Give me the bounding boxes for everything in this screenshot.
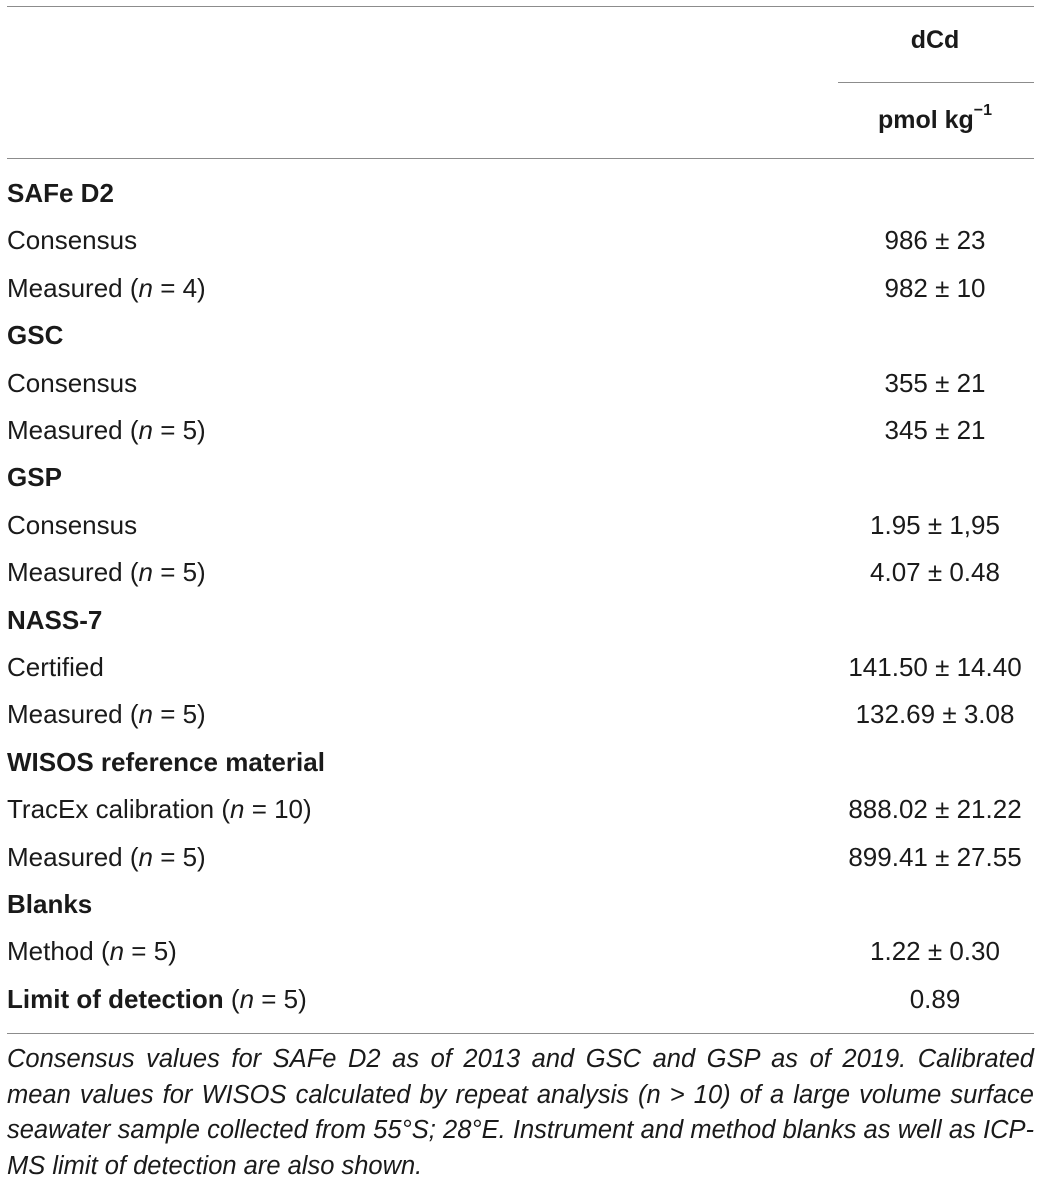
table-row: Consensus 1.95 ± 1,95	[0, 502, 1041, 549]
row-value: 1.95 ± 1,95	[870, 509, 1000, 540]
table-row: Consensus 355 ± 21	[0, 360, 1041, 407]
row-label-variable: n	[138, 415, 153, 445]
row-label-count: = 5)	[152, 415, 206, 445]
row-value: 888.02 ± 21.22	[848, 794, 1022, 825]
row-label-text: Measured (	[7, 415, 139, 445]
top-rule	[7, 6, 1034, 7]
section-row: GSP	[0, 454, 1041, 501]
row-label-variable: n	[138, 699, 153, 730]
table-row: Measured (n = 5) 4.07 ± 0.48	[0, 549, 1041, 596]
row-label-text: Measured (	[7, 841, 139, 872]
row-label-text: Measured (	[7, 557, 139, 588]
row-label: Method (n = 5)	[7, 928, 177, 975]
row-label-count: = 4)	[152, 272, 206, 303]
row-value: 899.41 ± 27.55	[848, 841, 1022, 872]
section-row: Blanks	[0, 881, 1041, 928]
unit-exponent: −1	[973, 102, 993, 119]
row-label-count: = 10)	[244, 794, 312, 825]
row-label: Measured (n = 4)	[7, 265, 206, 312]
row-label-text: (	[223, 983, 240, 1014]
row-label-variable: n	[239, 983, 255, 1014]
row-value: 0.89	[909, 983, 961, 1014]
table-row: TracEx calibration (n = 10) 888.02 ± 21.2…	[0, 786, 1041, 833]
column-header-analyte: dCd	[910, 26, 960, 54]
table-row: Certified 141.50 ± 14.40	[0, 644, 1041, 691]
row-label-count: = 5)	[124, 936, 177, 967]
row-label: Measured (n = 5)	[7, 691, 206, 738]
table-row: Method (n = 5) 1.22 ± 0.30	[0, 928, 1041, 975]
row-label-count: = 5)	[152, 841, 206, 872]
section-row: GSC	[0, 312, 1041, 359]
table-row: Measured (n = 5) 132.69 ± 3.08	[0, 691, 1041, 738]
section-label: WISOS reference material	[7, 746, 325, 777]
table-row: Measured (n = 5) 345 ± 21	[0, 407, 1041, 454]
row-label: Consensus	[7, 509, 138, 540]
row-label-variable: n	[109, 936, 125, 967]
table-row: Limit of detection (n = 5) 0.89	[0, 976, 1041, 1023]
row-label-variable: n	[138, 272, 153, 303]
section-row: SAFe D2	[0, 170, 1041, 217]
row-label-variable: n	[230, 794, 245, 825]
row-label-count: = 5)	[254, 983, 307, 1014]
row-label: Measured (n = 5)	[7, 407, 206, 454]
header-sub-rule	[838, 82, 1034, 83]
header-bottom-rule	[7, 158, 1034, 159]
unit-base: pmol kg	[877, 106, 974, 134]
table-row: Consensus 986 ± 23	[0, 217, 1041, 264]
row-label-count: = 5)	[152, 557, 206, 588]
row-label: Limit of detection (n = 5)	[7, 976, 307, 1023]
row-value: 132.69 ± 3.08	[855, 699, 1015, 730]
table-footnote: Consensus values for SAFe D2 as of 2013 …	[7, 1045, 1034, 1180]
row-label: Consensus	[7, 367, 138, 398]
row-label-count: = 5)	[152, 699, 206, 730]
row-value: 141.50 ± 14.40	[848, 652, 1022, 682]
row-value: 4.07 ± 0.48	[870, 557, 1000, 588]
row-value: 982 ± 10	[884, 272, 986, 303]
section-label: GSP	[7, 462, 62, 493]
row-label-text: Measured (	[7, 699, 139, 730]
bottom-rule	[7, 1033, 1034, 1034]
table-row: Measured (n = 4) 982 ± 10	[0, 265, 1041, 312]
section-label: Blanks	[7, 889, 93, 919]
row-label: Measured (n = 5)	[7, 834, 206, 881]
row-value: 345 ± 21	[884, 415, 986, 445]
row-label: Certified	[7, 652, 104, 682]
row-label-text: Method (	[7, 936, 110, 967]
table-row: Measured (n = 5) 899.41 ± 27.55	[0, 834, 1041, 881]
row-label: Measured (n = 5)	[7, 549, 206, 596]
row-label: TracEx calibration (n = 10)	[7, 786, 312, 833]
column-header-unit: pmol kg−1	[835, 102, 1035, 135]
row-label-bold: Limit of detection	[7, 983, 224, 1014]
section-label: NASS-7	[7, 604, 103, 635]
section-row: NASS-7	[0, 597, 1041, 644]
row-label-text: Measured (	[7, 272, 139, 303]
row-label-text: TracEx calibration (	[7, 794, 230, 825]
section-label: SAFe D2	[7, 178, 114, 208]
row-label-variable: n	[138, 557, 153, 588]
row-label: Consensus	[7, 225, 138, 256]
row-value: 986 ± 23	[884, 225, 986, 256]
row-value: 355 ± 21	[884, 367, 986, 398]
row-label-variable: n	[138, 841, 153, 872]
section-row: WISOS reference material	[0, 739, 1041, 786]
row-value: 1.22 ± 0.30	[870, 936, 1000, 967]
section-label: GSC	[7, 320, 64, 351]
